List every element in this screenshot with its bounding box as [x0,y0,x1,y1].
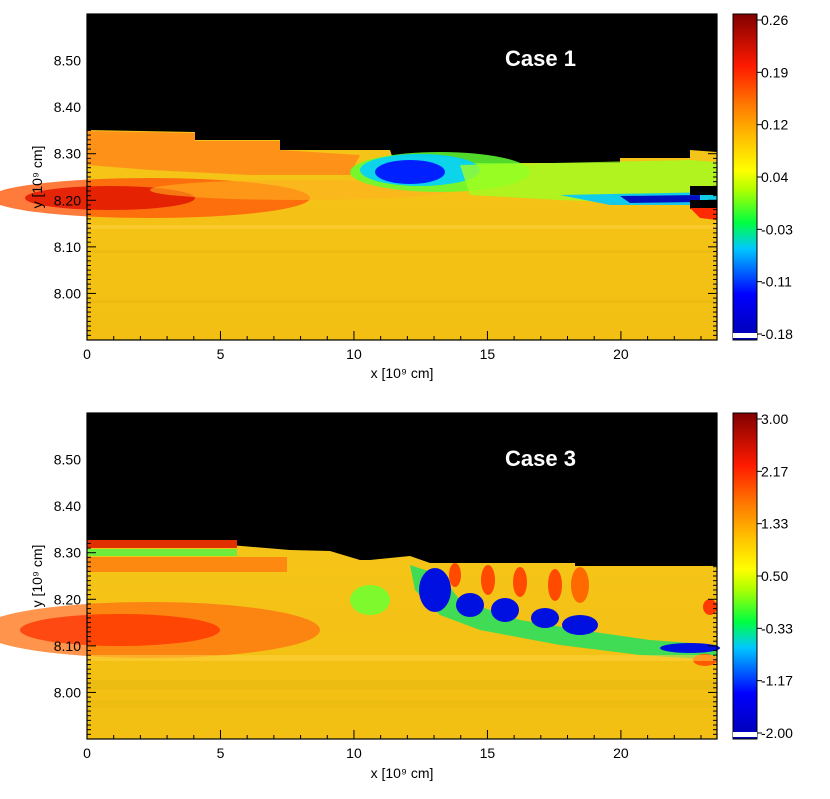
colorbar-tick-label: -1.17 [761,673,793,689]
colorbar-tick-label: -2.00 [761,725,793,741]
colorbar-case-3 [732,412,758,740]
x-tick-label: 15 [480,346,496,362]
colorbar-labels-case-1: 0.26 0.19 0.12 0.04 -0.03 -0.11 -0.18 [757,12,793,342]
colorbar-tick-label: -0.33 [761,620,793,636]
y-tick-label: 8.30 [54,146,81,162]
x-tick-label: 5 [217,745,225,761]
y-tick-label: 8.20 [54,591,81,607]
colorbar-case-1 [732,13,758,341]
y-tick-label: 8.00 [54,285,81,301]
y-axis-label-case-3: y [10⁹ cm] [29,545,45,608]
y-axis-label-case-1: y [10⁹ cm] [29,146,45,209]
colorbar-tick-label: 0.04 [761,169,788,185]
colorbar-tick-label: -0.03 [761,221,793,237]
x-tick-label: 20 [613,745,629,761]
y-tick-label: 8.00 [54,684,81,700]
y-tick-label: 8.40 [54,498,81,514]
colorbar-labels-case-3: 3.00 2.17 1.33 0.50 -0.33 -1.17 -2.00 [757,411,793,741]
y-tick-label: 8.10 [54,638,81,654]
colorbar-tick-label: -0.18 [761,326,793,342]
colorbar-tick-label: 1.33 [761,516,788,532]
y-tick-label: 8.50 [54,452,81,468]
y-tick-label: 8.10 [54,239,81,255]
panel-case-3: Case 3 0 5 10 15 208.008.108.208.308.408.50 … [0,411,793,781]
tick-marks-case-3: 0 5 10 15 20 8.00 8.10 8.20 8.30 8.40 8.50 [54,412,717,761]
colorbar-tick-label: 0.19 [761,64,788,80]
y-tick-label: 8.50 [54,53,81,69]
y-tick-label: 8.40 [54,99,81,115]
colorbar-tick-label: 3.00 [761,411,788,427]
colorbar-tick-label: 0.50 [761,568,788,584]
x-tick-label: 15 [480,745,496,761]
x-tick-label: 10 [346,745,362,761]
x-tick-label: 0 [83,745,91,761]
y-tick-label: 8.20 [54,192,81,208]
colorbar-tick-label: 0.26 [761,12,788,28]
colorbar-tick-label: 2.17 [761,463,788,479]
x-tick-label: 0 [83,346,91,362]
case-label-3: Case 3 [505,446,576,471]
heatmap-field-case-3 [0,413,720,739]
x-tick-label: 5 [217,346,225,362]
colorbar-tick-label: 0.12 [761,117,788,133]
panel-case-1: Case 1 0 5 10 15 208.008.108.208.308.408.50 … [0,12,793,381]
x-axis-label-case-1: x [10⁹ cm] [371,365,434,381]
x-tick-label: 10 [346,346,362,362]
x-axis-label-case-3: x [10⁹ cm] [371,765,434,781]
y-tick-label: 8.30 [54,545,81,561]
x-tick-label: 20 [613,346,629,362]
case-label-1: Case 1 [505,46,576,71]
heatmap-field-case-1 [0,14,717,340]
colorbar-tick-label: -0.11 [761,274,792,290]
tick-marks-case-1: 0 5 10 15 20 8.00 8.10 8.20 8.30 8.40 8.50 [54,13,717,362]
